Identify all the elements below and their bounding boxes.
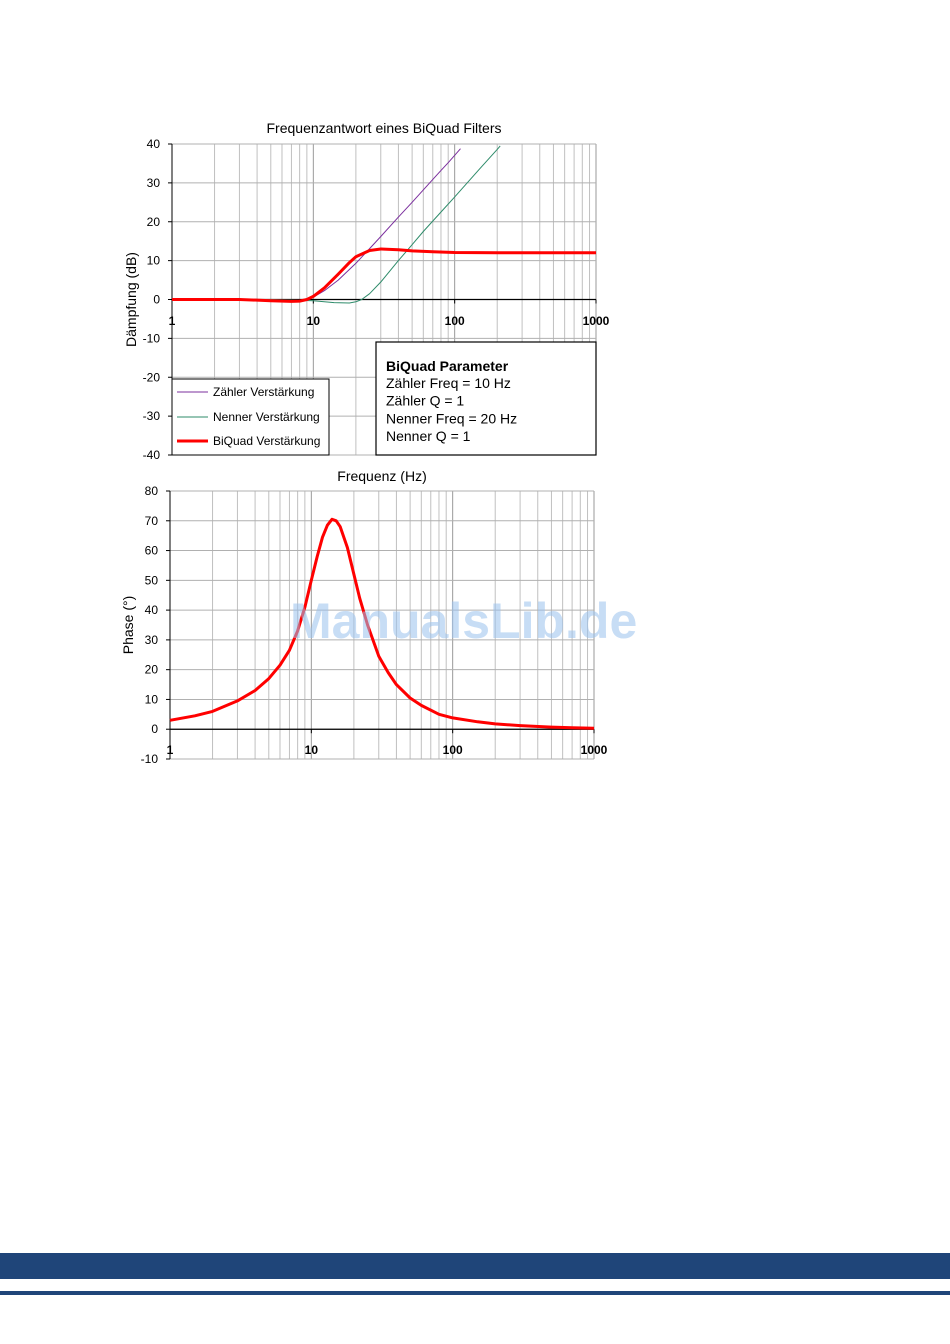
y-tick-label: 60 (145, 544, 159, 558)
footer-bar (0, 1253, 950, 1279)
legend-label: Zähler Verstärkung (213, 385, 314, 399)
series-line-biquad-verst-rkung (172, 247, 596, 303)
parameter-line: Nenner Q = 1 (386, 428, 471, 444)
x-tick-label: 1 (169, 314, 176, 328)
parameter-line: Nenner Freq = 20 Hz (386, 410, 517, 426)
y-tick-label: 0 (151, 722, 158, 736)
series-line-phase (169, 517, 595, 730)
parameter-box (375, 341, 597, 456)
footer-line (0, 1291, 950, 1295)
parameter-box-title: BiQuad Parameter (386, 358, 509, 374)
chart-title: Frequenz (Hz) (337, 468, 426, 484)
y-tick-label: 30 (145, 633, 159, 647)
x-tick-label: 1000 (581, 743, 608, 757)
x-tick-label: 100 (443, 743, 463, 757)
watermark: ManualsLib.de (290, 593, 638, 649)
y-tick-label: 40 (145, 603, 159, 617)
x-tick-label: 100 (445, 314, 465, 328)
y-tick-label: 20 (145, 663, 159, 677)
plot-area-1 (170, 491, 594, 759)
y-tick-label: 0 (153, 293, 160, 307)
legend-label: BiQuad Verstärkung (213, 434, 320, 448)
y-tick-label: -40 (143, 448, 161, 462)
y-axis-label: Dämpfung (dB) (123, 252, 139, 347)
y-tick-label: 10 (145, 692, 159, 706)
y-tick-label: 50 (145, 573, 159, 587)
y-tick-label: -10 (141, 752, 159, 766)
parameter-line: Zähler Freq = 10 Hz (386, 375, 511, 391)
y-tick-label: 20 (147, 215, 161, 229)
y-tick-label: -30 (143, 409, 161, 423)
y-tick-label: 40 (147, 137, 161, 151)
y-tick-label: 80 (145, 484, 159, 498)
y-tick-label: 70 (145, 514, 159, 528)
x-tick-label: 1 (167, 743, 174, 757)
legend-label: Nenner Verstärkung (213, 410, 320, 424)
y-tick-label: -10 (143, 331, 161, 345)
y-tick-label: 30 (147, 176, 161, 190)
y-tick-label: -20 (143, 370, 161, 384)
x-tick-label: 1000 (583, 314, 610, 328)
chart-title: Frequenzantwort eines BiQuad Filters (267, 120, 502, 136)
parameter-line: Zähler Q = 1 (386, 393, 464, 409)
x-tick-label: 10 (307, 314, 321, 328)
y-tick-label: 10 (147, 254, 161, 268)
x-tick-label: 10 (305, 743, 319, 757)
y-axis-label: Phase (°) (120, 596, 136, 655)
